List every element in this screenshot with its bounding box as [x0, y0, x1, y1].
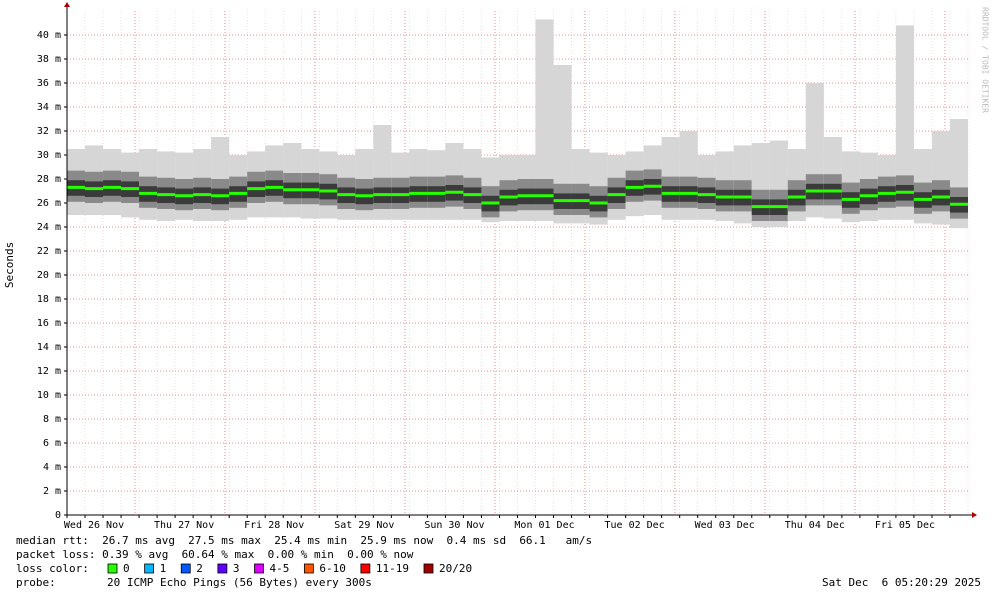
loss-swatch	[303, 563, 314, 574]
y-arrow	[64, 2, 70, 7]
x-tick-label: Mon 01 Dec	[514, 520, 574, 531]
y-tick-label: 2 m	[43, 486, 61, 497]
loss-label: 6-10	[319, 562, 346, 575]
x-tick-label: Thu 27 Nov	[154, 520, 214, 531]
loss-swatch	[423, 563, 434, 574]
loss-label: 11-19	[376, 562, 409, 575]
y-tick-label: 24 m	[37, 222, 61, 233]
smoke-range	[535, 19, 554, 222]
y-tick-label: 38 m	[37, 54, 61, 65]
x-arrow	[972, 512, 977, 518]
y-tick-label: 32 m	[37, 126, 61, 137]
x-tick-label: Wed 03 Dec	[695, 520, 755, 531]
loss-label: 2	[196, 562, 203, 575]
y-tick-label: 26 m	[37, 198, 61, 209]
probe-label: probe:	[16, 576, 56, 589]
loss-swatch	[180, 563, 191, 574]
x-tick-label: Tue 02 Dec	[605, 520, 665, 531]
watermark: RRDTOOL / TOBI OETIKER	[981, 7, 990, 113]
x-tick-label: Sat 29 Nov	[334, 520, 394, 531]
x-tick-label: Sun 30 Nov	[424, 520, 484, 531]
y-tick-label: 0	[55, 510, 61, 521]
x-tick-label: Wed 26 Nov	[64, 520, 124, 531]
y-tick-label: 12 m	[37, 366, 61, 377]
loss-label: 4-5	[270, 562, 290, 575]
y-tick-label: 16 m	[37, 318, 61, 329]
loss-label: 0	[123, 562, 130, 575]
loss-swatch	[217, 563, 228, 574]
y-tick-label: 10 m	[37, 390, 61, 401]
plot	[66, 11, 969, 516]
y-axis-label: Seconds	[3, 242, 16, 288]
y-tick-label: 14 m	[37, 342, 61, 353]
loss-label: 1	[160, 562, 167, 575]
legend-median: median rtt: 26.7 ms avg 27.5 ms max 25.4…	[16, 534, 592, 547]
y-tick-label: 36 m	[37, 78, 61, 89]
loss-label: 20/20	[439, 562, 472, 575]
legend-loss: packet loss: 0.39 % avg 60.64 % max 0.00…	[16, 548, 414, 561]
y-tick-label: 28 m	[37, 174, 61, 185]
timestamp: Sat Dec 6 05:20:29 2025	[822, 576, 981, 589]
y-tick-label: 6 m	[43, 438, 61, 449]
x-tick-label: Fri 28 Nov	[244, 520, 304, 531]
legend-loss-label: loss color:	[16, 562, 89, 575]
y-tick-label: 34 m	[37, 102, 61, 113]
y-tick-label: 40 m	[37, 30, 61, 41]
y-tick-label: 22 m	[37, 246, 61, 257]
y-tick-label: 8 m	[43, 414, 61, 425]
probe: 20 ICMP Echo Pings (56 Bytes) every 300s	[107, 576, 372, 589]
y-tick-label: 18 m	[37, 294, 61, 305]
smoke-range	[895, 25, 914, 220]
x-tick-label: Fri 05 Dec	[875, 520, 935, 531]
loss-swatch	[107, 563, 118, 574]
y-tick-label: 4 m	[43, 462, 61, 473]
loss-swatch	[360, 563, 371, 574]
loss-swatch	[254, 563, 264, 574]
smoke-range	[553, 65, 572, 224]
y-tick-label: 20 m	[37, 270, 61, 281]
loss-label: 3	[233, 562, 240, 575]
y-tick-label: 30 m	[37, 150, 61, 161]
x-tick-label: Thu 04 Dec	[785, 520, 845, 531]
loss-swatch	[144, 563, 155, 574]
